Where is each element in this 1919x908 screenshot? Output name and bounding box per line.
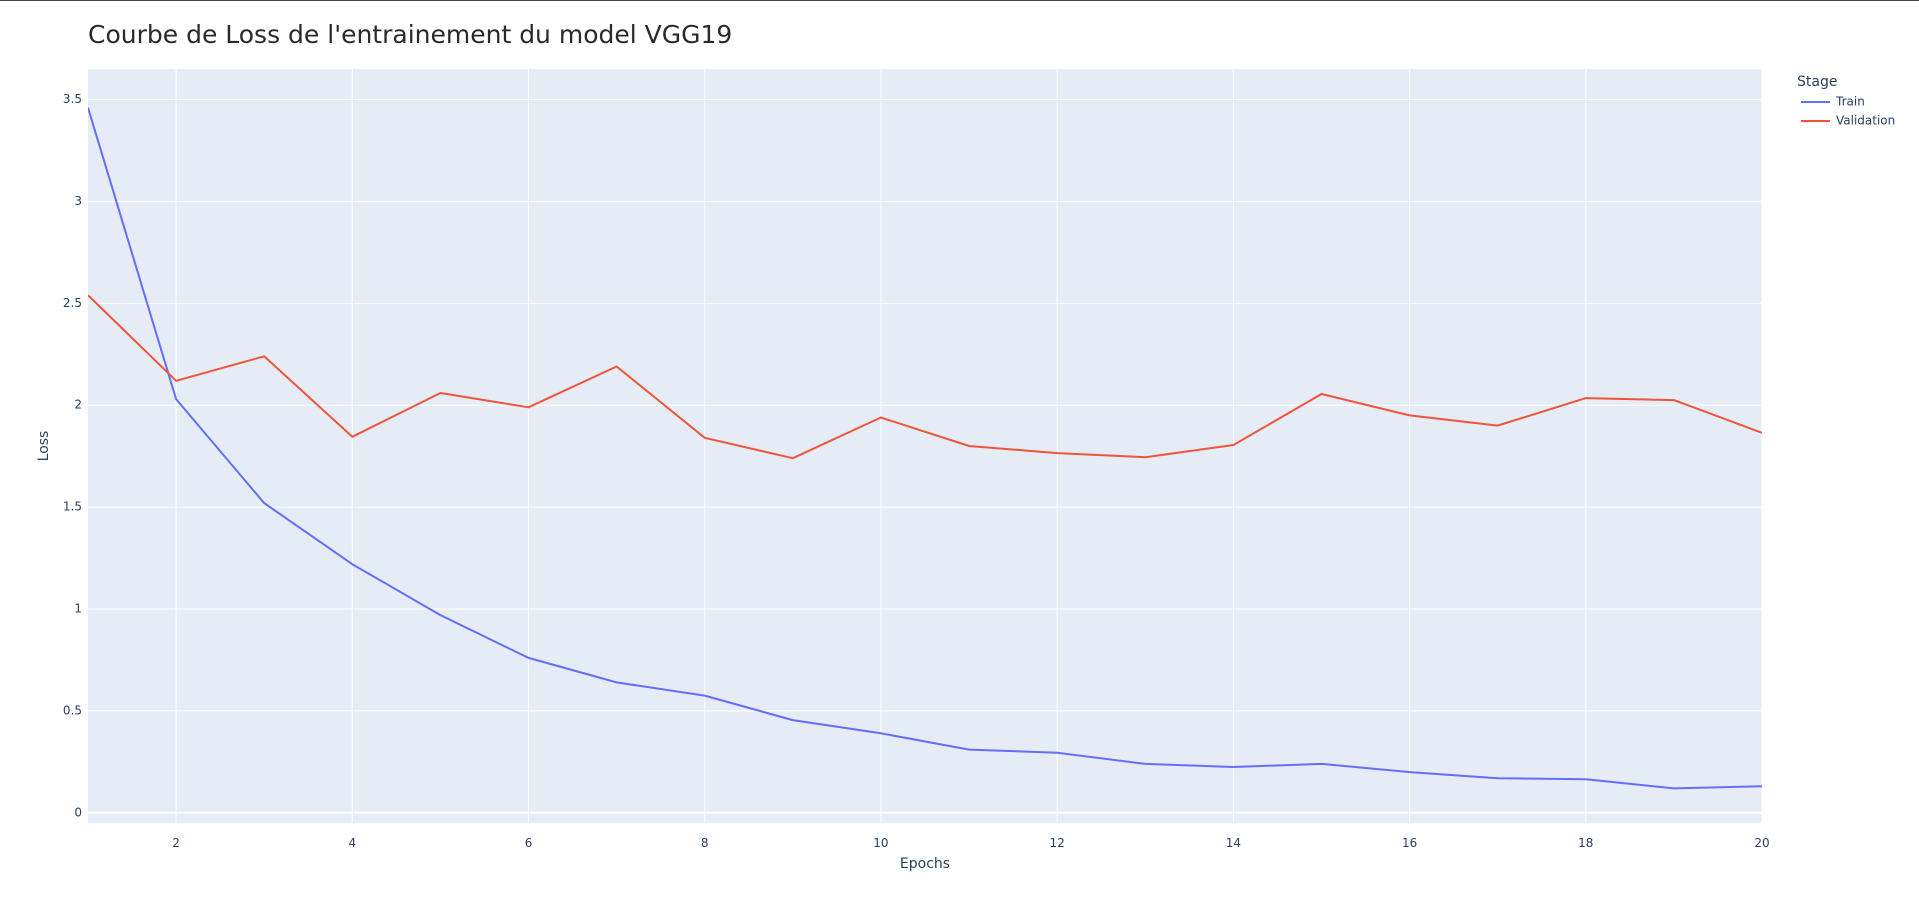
x-tick-label: 18 (1578, 836, 1593, 850)
x-axis-title: Epochs (900, 856, 950, 872)
y-tick-label: 0 (74, 805, 82, 819)
legend-label-validation: Validation (1836, 114, 1895, 128)
y-tick-label: 0.5 (63, 703, 82, 717)
x-tick-label: 10 (873, 836, 888, 850)
y-tick-label: 2 (74, 398, 82, 412)
y-tick-label: 2.5 (63, 296, 82, 310)
y-axis-title: Loss (36, 431, 52, 462)
plot-area (88, 69, 1762, 823)
y-tick-label: 3 (74, 194, 82, 208)
y-tick-label: 1.5 (63, 500, 82, 514)
x-tick-label: 6 (525, 836, 533, 850)
series-line-validation (88, 294, 1762, 460)
tick-labels: 2 4 6 8 10 12 14 16 18 20 0 0.5 1 1.5 2 2.5 3 3.5 (63, 92, 1770, 850)
x-tick-label: 16 (1402, 836, 1417, 850)
grid (88, 69, 1763, 823)
y-tick-label: 3.5 (63, 92, 82, 106)
y-tick-label: 1 (74, 602, 82, 616)
top-border (0, 0, 1919, 1)
x-tick-label: 4 (348, 836, 356, 850)
x-tick-label: 2 (172, 836, 180, 850)
x-tick-label: 14 (1226, 836, 1241, 850)
legend-label-train: Train (1835, 95, 1865, 109)
x-tick-label: 20 (1754, 836, 1769, 850)
x-tick-label: 12 (1050, 836, 1065, 850)
x-tick-label: 8 (701, 836, 709, 850)
series-lines (88, 107, 1762, 790)
legend-title: Stage (1797, 74, 1837, 90)
chart-title: Courbe de Loss de l'entrainement du mode… (88, 20, 732, 49)
series-line-train (88, 107, 1762, 790)
legend: Stage Train Validation (1797, 74, 1895, 128)
